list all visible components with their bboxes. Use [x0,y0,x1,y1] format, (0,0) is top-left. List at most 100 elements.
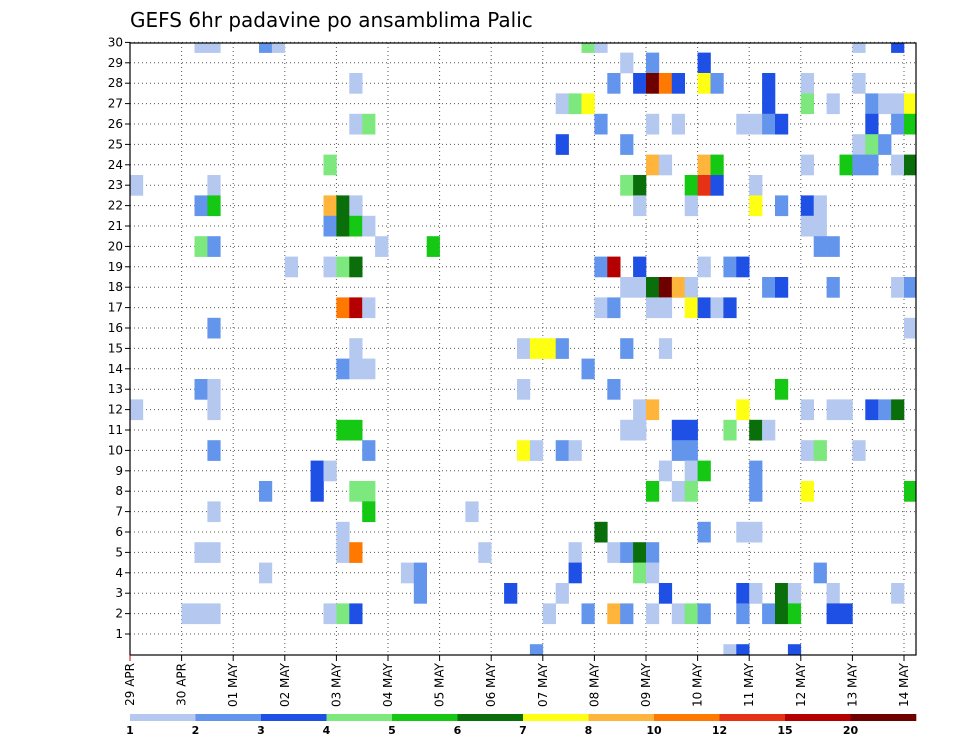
heatmap-cell [813,195,827,217]
heatmap-cell [362,440,376,461]
heatmap-cell [594,256,608,278]
colorbar-swatch [195,714,262,721]
heatmap-cell [697,154,711,176]
heatmap-cell [723,256,737,278]
colorbar-label: 1 [126,724,134,737]
heatmap-cell [671,113,685,135]
heatmap-cell [878,399,892,421]
heatmap-cell [684,277,698,298]
y-tick-label: 11 [108,423,123,437]
heatmap-cell [697,521,711,543]
heatmap-cell [568,440,582,461]
heatmap-cell [736,521,750,543]
heatmap-cell [865,399,879,421]
heatmap-cell [736,113,750,135]
heatmap-cell [710,154,724,176]
heatmap-cell [826,93,840,115]
heatmap-cell [607,542,621,563]
heatmap-cell [826,399,840,421]
heatmap-cell [426,236,440,257]
heatmap-cell [852,73,866,94]
colorbar-swatch [523,714,589,721]
colorbar-swatch [326,714,393,721]
heatmap-cell [684,175,698,196]
heatmap-cell [671,603,685,625]
heatmap-cell [194,379,208,400]
colorbar-swatch [130,714,196,721]
colorbar-label: 12 [712,724,727,737]
heatmap-cell [478,542,492,563]
heatmap-cell [878,134,892,155]
heatmap-cell [736,399,750,421]
heatmap-cell [607,379,621,400]
heatmap-cell [130,399,144,421]
heatmap-cell [207,379,221,400]
colorbar-label: 4 [323,724,331,737]
heatmap-cell [710,175,724,196]
heatmap-cell [749,460,763,482]
heatmap-cell [775,379,789,400]
heatmap-cell [697,460,711,482]
x-axis-ticks: 29 APR 30 APR 01 MAY 02 MAY 03 MAY 04 MAY 05 M… [123,655,911,707]
heatmap-cell [646,297,660,319]
heatmap-cell [555,583,569,604]
heatmap-cell [607,603,621,625]
heatmap-cell [542,603,556,625]
y-tick-label: 23 [108,178,123,192]
y-tick-label: 30 [108,35,123,49]
colorbar-swatch [785,714,851,721]
heatmap-cell [904,113,917,135]
y-tick-label: 3 [115,586,123,600]
heatmap-cell [400,562,415,584]
heatmap-cell [800,154,814,176]
heatmap-cell [710,297,724,319]
y-tick-label: 8 [115,484,123,498]
heatmap-cell [336,195,350,217]
heatmap-cell [181,603,195,625]
heatmap-cell [336,603,350,625]
heatmap-cell [207,501,221,523]
colorbar-label: 8 [585,724,593,737]
colorbar-swatch [850,714,917,721]
heatmap-cells [130,43,917,656]
heatmap-cell [542,338,556,359]
heatmap-cell [336,521,350,543]
y-tick-label: 25 [108,137,123,151]
heatmap-cell [646,154,660,176]
heatmap-cell [207,440,221,461]
heatmap-cell [349,73,363,94]
heatmap-cell [736,256,750,278]
heatmap-cell [594,43,608,53]
heatmap-cell [271,43,286,53]
heatmap-cell [581,43,595,53]
y-tick-label: 10 [108,443,123,457]
heatmap-cell [555,440,569,461]
heatmap-cell [362,215,376,237]
plot-frame [129,42,917,656]
x-tick-label: 05 MAY [433,662,447,707]
heatmap-cell [787,583,802,604]
heatmap-cell [194,43,208,53]
heatmap-cell [710,73,724,94]
colorbar-label: 7 [519,724,527,737]
heatmap-cell [723,644,737,656]
y-tick-label: 7 [115,505,123,519]
heatmap-cell [194,603,208,625]
heatmap-cell [633,73,647,94]
heatmap-cell [349,256,363,278]
colorbar-swatch [654,714,720,721]
heatmap-cell [607,256,621,278]
heatmap-cell [529,440,544,461]
y-tick-label: 19 [108,260,123,274]
heatmap-cell [555,338,569,359]
heatmap-cell [349,542,363,563]
colorbar-swatch [588,714,655,721]
heatmap-cell [207,195,221,217]
heatmap-cell [362,113,376,135]
heatmap-cell [620,52,634,74]
heatmap-cell [207,542,221,563]
y-tick-label: 29 [108,56,123,70]
heatmap-cell [749,175,763,196]
heatmap-cell [684,419,698,441]
heatmap-cell [839,399,853,421]
